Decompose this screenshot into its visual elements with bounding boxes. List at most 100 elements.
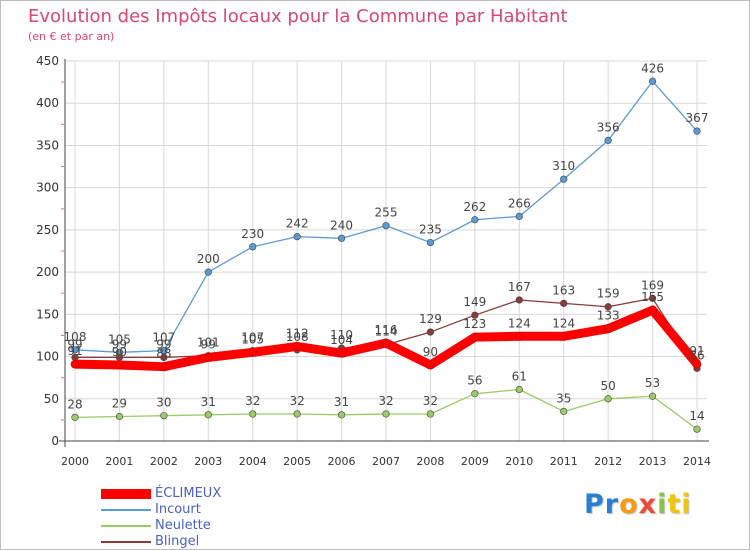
data-point-climeux bbox=[70, 359, 80, 369]
data-label: 101 bbox=[197, 336, 220, 350]
data-point-neulette bbox=[648, 392, 657, 400]
data-label: 262 bbox=[463, 200, 486, 214]
x-tick-label: 2005 bbox=[283, 455, 311, 468]
data-label: 53 bbox=[645, 376, 660, 390]
data-point-neulette bbox=[604, 395, 612, 403]
data-label: 32 bbox=[423, 394, 438, 408]
data-point-climeux bbox=[648, 305, 657, 315]
data-point-climeux bbox=[203, 353, 213, 362]
data-label: 310 bbox=[552, 159, 575, 173]
data-label: 123 bbox=[463, 317, 486, 331]
x-tick-label: 2012 bbox=[594, 455, 622, 468]
x-tick-label: 2000 bbox=[61, 455, 89, 468]
data-label: 116 bbox=[375, 323, 398, 337]
data-label: 99 bbox=[112, 337, 127, 351]
logo-part: Pr bbox=[584, 489, 620, 520]
legend: ÉCLIMEUX Incourt Neulette Blingel bbox=[101, 486, 261, 550]
data-label: 149 bbox=[463, 295, 486, 309]
data-point-climeux bbox=[159, 362, 169, 371]
legend-swatch-neulette bbox=[101, 525, 151, 527]
x-tick-label: 2013 bbox=[639, 455, 667, 468]
data-point-climeux bbox=[426, 360, 435, 370]
y-tick-label: 300 bbox=[36, 181, 59, 195]
data-point-climeux bbox=[603, 324, 613, 333]
data-point-incourt bbox=[71, 346, 79, 354]
data-label: 235 bbox=[419, 223, 442, 237]
x-tick-label: 2004 bbox=[239, 455, 267, 468]
data-label: 14 bbox=[689, 409, 704, 423]
data-label: 91 bbox=[67, 344, 82, 358]
data-point-incourt bbox=[560, 175, 568, 183]
data-point-climeux bbox=[692, 359, 702, 369]
legend-swatch-blingel bbox=[101, 541, 151, 543]
data-point-climeux bbox=[470, 332, 480, 342]
data-point-incourt bbox=[515, 212, 523, 220]
x-tick-label: 2008 bbox=[416, 455, 444, 468]
data-point-neulette bbox=[515, 385, 523, 394]
data-label: 31 bbox=[201, 395, 216, 409]
data-label: 426 bbox=[641, 61, 664, 75]
data-label: 31 bbox=[334, 395, 349, 409]
data-point-incourt bbox=[204, 268, 212, 276]
data-label: 114 bbox=[375, 325, 398, 339]
proxiti-logo: Proxiti bbox=[584, 489, 692, 520]
data-label: 99 bbox=[201, 337, 216, 351]
data-label: 124 bbox=[508, 316, 531, 330]
data-label: 255 bbox=[375, 206, 398, 220]
y-tick-label: 150 bbox=[36, 307, 59, 321]
y-tick-label: 200 bbox=[36, 265, 59, 279]
data-point-neulette bbox=[115, 412, 124, 421]
y-tick-label: 350 bbox=[36, 138, 59, 152]
data-point-blingel bbox=[160, 353, 168, 362]
data-label: 124 bbox=[552, 316, 575, 330]
data-label: 90 bbox=[112, 345, 127, 359]
data-point-neulette bbox=[204, 411, 212, 419]
data-point-blingel bbox=[515, 296, 523, 304]
data-point-blingel bbox=[471, 311, 479, 319]
logo-part: ti bbox=[667, 489, 692, 520]
data-point-neulette bbox=[337, 411, 346, 419]
data-label: 105 bbox=[108, 332, 131, 346]
data-label: 133 bbox=[597, 309, 620, 323]
x-tick-label: 2009 bbox=[461, 455, 489, 468]
legend-swatch-incourt bbox=[101, 509, 151, 511]
data-point-incourt bbox=[426, 238, 435, 247]
data-label: 30 bbox=[156, 396, 171, 410]
data-point-neulette bbox=[693, 425, 701, 433]
y-tick-label: 0 bbox=[51, 434, 59, 448]
data-label: 104 bbox=[330, 333, 353, 347]
data-point-incourt bbox=[382, 222, 390, 230]
legend-item-eclimeux: ÉCLIMEUX bbox=[101, 486, 261, 502]
data-label: 105 bbox=[241, 332, 264, 346]
data-point-climeux bbox=[248, 348, 258, 357]
legend-item-blingel: Blingel bbox=[101, 534, 261, 550]
data-point-blingel bbox=[648, 294, 657, 302]
data-label: 99 bbox=[67, 337, 82, 351]
data-point-incourt bbox=[249, 243, 257, 251]
data-label: 86 bbox=[689, 348, 704, 362]
logo-part: i bbox=[657, 489, 668, 520]
data-point-climeux bbox=[292, 342, 302, 351]
data-label: 32 bbox=[245, 394, 260, 408]
x-tick-label: 2001 bbox=[105, 455, 133, 468]
data-point-neulette bbox=[160, 412, 168, 420]
y-tick-label: 450 bbox=[36, 54, 59, 68]
data-label: 108 bbox=[64, 330, 87, 344]
x-tick-label: 2010 bbox=[505, 455, 533, 468]
data-label: 112 bbox=[286, 326, 309, 340]
data-label: 28 bbox=[67, 397, 82, 411]
data-label: 155 bbox=[641, 290, 664, 304]
data-point-blingel bbox=[560, 299, 568, 307]
data-label: 110 bbox=[330, 328, 353, 342]
legend-label-eclimeux: ÉCLIMEUX bbox=[155, 486, 222, 501]
data-label: 159 bbox=[597, 287, 620, 301]
data-label: 90 bbox=[423, 345, 438, 359]
data-point-neulette bbox=[382, 410, 390, 418]
legend-label-blingel: Blingel bbox=[155, 534, 200, 549]
data-label: 99 bbox=[156, 337, 171, 351]
data-point-neulette bbox=[471, 390, 479, 398]
x-tick-label: 2002 bbox=[150, 455, 178, 468]
data-point-climeux bbox=[514, 331, 524, 341]
